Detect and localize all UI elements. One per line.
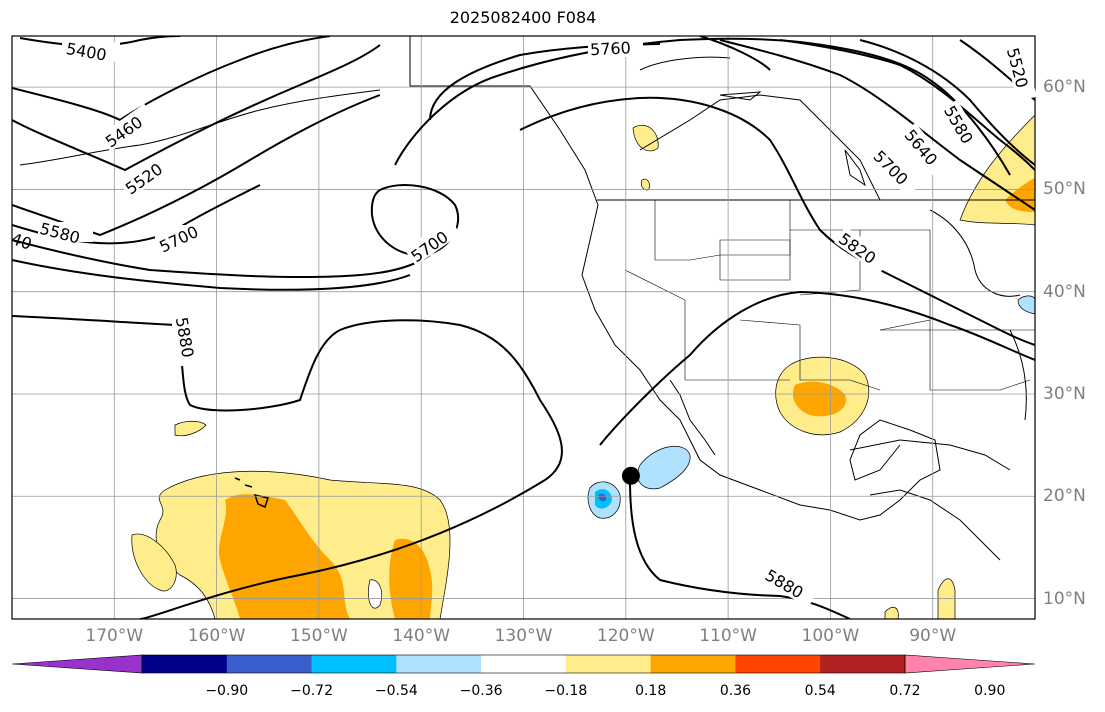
colorbar-tick-label: 0.90 [974,683,1006,699]
longitude-label: 140°W [392,626,451,646]
latitude-label: 50°N [1043,179,1086,200]
colorbar-segment [311,655,397,673]
colorbar-tick-label: 0.72 [889,683,921,699]
hawaii-islands [234,477,269,509]
coastlines [19,36,1035,561]
longitude-label: 170°W [85,626,144,646]
colorbar-tick-label: −0.36 [459,683,503,699]
longitude-label: 110°W [699,626,757,646]
longitude-label: 160°W [187,626,246,646]
height-contours [12,36,1035,619]
longitude-label: 90°W [909,626,957,646]
longitude-label: 130°W [494,626,553,646]
colorbar-over-triangle [904,654,1036,674]
colorbar-tick-label: 0.18 [635,683,667,699]
map-frame [11,35,1036,620]
longitude-label: 120°W [596,626,655,646]
anomaly-shading [131,114,1035,619]
colorbar-tick-label: −0.72 [290,683,333,699]
colorbar-tick-label: 0.54 [804,683,836,699]
colorbar-tick-label: −0.18 [544,683,588,699]
map-title: 2025082400 F084 [449,8,597,27]
colorbar-segment [226,655,313,673]
contour-label: 5760 [590,38,632,59]
colorbar-tick-label: 0.36 [719,683,752,699]
colorbar-segment [396,655,482,673]
latitude-label: 20°N [1043,486,1086,507]
colorbar-segment [142,655,228,673]
colorbar-frame [141,654,906,674]
colorbar [11,654,1036,674]
colorbar-segment [820,655,906,673]
colorbar-segment [565,655,652,673]
longitude-label: 150°W [290,626,348,646]
colorbar-under-triangle [11,654,143,674]
colorbar-tick-label: −0.90 [205,683,249,699]
latitude-label: 40°N [1043,281,1086,302]
colorbar-segment [481,655,567,673]
latitude-label: 60°N [1043,77,1086,98]
latitude-label: 30°N [1043,383,1086,404]
colorbar-segment [650,655,736,673]
contour-label: 5520 [1003,46,1032,90]
storm-position-marker [621,466,640,485]
colorbar-segment [735,655,821,673]
latitude-label: 10°N [1043,588,1086,609]
colorbar-tick-label: −0.54 [374,683,418,699]
longitude-label: 100°W [801,626,860,646]
